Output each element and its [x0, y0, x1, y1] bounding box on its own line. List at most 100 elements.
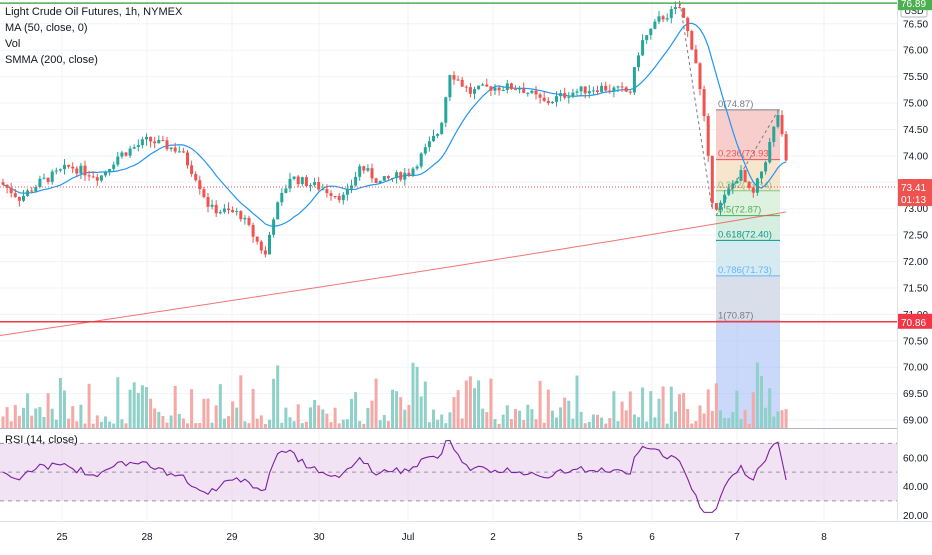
candle-body	[427, 141, 431, 148]
rsi-legend[interactable]: RSI (14, close)	[5, 434, 78, 446]
volume-bar	[263, 423, 267, 428]
smma-legend[interactable]: SMMA (200, close)	[5, 54, 98, 66]
candle-body	[727, 188, 731, 195]
candle-body	[300, 177, 304, 185]
candle-body	[415, 166, 419, 169]
volume-bar	[157, 411, 161, 428]
volume-bar	[772, 416, 776, 428]
candle-body	[9, 187, 13, 194]
horizontal-lines[interactable]	[0, 2, 897, 323]
ma-legend[interactable]: MA (50, close, 0)	[5, 22, 88, 34]
volume-bar	[587, 421, 591, 428]
candle-body	[571, 92, 575, 97]
volume-bar	[202, 398, 206, 428]
volume-bar	[247, 423, 251, 428]
candle-body	[329, 193, 333, 197]
volume-bar	[723, 417, 727, 428]
volume-bar	[669, 386, 673, 428]
fibonacci-retracement[interactable]: 0(74.87) 0.236(73.93) 0.382(73.34) 0.5(72.8…	[679, 2, 780, 428]
volume-bar	[719, 410, 722, 428]
volume-bar	[514, 408, 517, 428]
volume-bar	[345, 419, 349, 428]
candle-body	[596, 90, 599, 92]
candle-body	[13, 193, 17, 197]
volume-bar	[678, 394, 681, 428]
volume-bar	[231, 401, 235, 428]
time-tick-label: 25	[56, 532, 68, 543]
volume-bar	[259, 415, 263, 428]
candle-body	[280, 192, 284, 203]
candle-body	[661, 16, 665, 20]
candle-body	[764, 162, 768, 172]
candle-body	[50, 171, 54, 182]
volume-bar	[350, 398, 353, 428]
candle-body	[169, 147, 173, 150]
fib-zone-4	[716, 240, 780, 276]
candle-body	[190, 165, 194, 174]
volume-bar	[333, 407, 337, 428]
volume-bar	[780, 410, 784, 428]
volume-bar	[776, 411, 780, 428]
volume-bar	[522, 420, 526, 428]
candle-body	[54, 170, 58, 172]
candle-body	[563, 93, 567, 98]
candle-body	[768, 141, 772, 163]
price-tick-label: 73.00	[903, 204, 928, 215]
candle-body	[128, 148, 132, 156]
fib-level-label-0.786: 0.786(71.73)	[718, 265, 772, 276]
fib-trendline	[679, 2, 713, 209]
volume-bar	[153, 408, 157, 428]
volume-bar	[235, 407, 239, 428]
rsi-tick-label: 20.00	[903, 511, 928, 522]
candle-body	[157, 139, 161, 144]
fib-level-label-1: 1(70.87)	[718, 310, 753, 321]
volume-bar	[673, 411, 677, 428]
candle-body	[173, 147, 177, 152]
volume-bar	[104, 416, 107, 428]
smma-polyline	[0, 211, 787, 337]
candle-body	[34, 187, 38, 192]
volume-bar	[632, 414, 636, 428]
volume-bar	[268, 419, 271, 428]
candle-body	[366, 168, 370, 171]
volume-bar	[13, 404, 17, 428]
volume-bar	[395, 391, 399, 428]
candle-body	[386, 176, 390, 179]
volume-bar	[419, 396, 423, 428]
time-tick-label: 6	[649, 532, 655, 543]
candle-body	[333, 196, 337, 198]
volume-bar	[436, 419, 440, 428]
ma-line	[2, 22, 787, 227]
candle-body	[124, 152, 128, 156]
volume-bar	[555, 417, 558, 428]
candle-body	[534, 90, 538, 95]
volume-bar	[304, 421, 308, 428]
symbol-title[interactable]: Light Crude Oil Futures, 1h, NYMEX	[5, 6, 183, 18]
volume-bar	[181, 418, 185, 428]
candle-body	[210, 204, 214, 207]
vol-legend[interactable]: Vol	[5, 38, 21, 50]
volume-bar	[727, 418, 731, 428]
volume-bar	[120, 419, 124, 428]
candle-body	[272, 219, 276, 235]
volume-bar	[255, 418, 259, 428]
time-axis[interactable]: 25 28 29 30 Jul 2 5 6 7 8	[0, 521, 932, 544]
candle-body	[616, 86, 620, 88]
candle-body	[181, 151, 185, 153]
candle-body	[624, 87, 628, 92]
candle-body	[760, 171, 763, 179]
candle-body	[776, 115, 780, 127]
candle-body	[227, 208, 230, 210]
volume-bar	[768, 388, 772, 428]
volume-bar	[698, 405, 702, 428]
volume-bar	[538, 380, 542, 428]
volume-bar	[91, 423, 95, 428]
volume-bar	[276, 365, 280, 428]
volume-bar	[624, 410, 628, 428]
volume-bar	[292, 421, 296, 428]
volume-bar	[194, 423, 198, 428]
candle-body	[637, 55, 640, 68]
candle-body	[116, 156, 120, 165]
